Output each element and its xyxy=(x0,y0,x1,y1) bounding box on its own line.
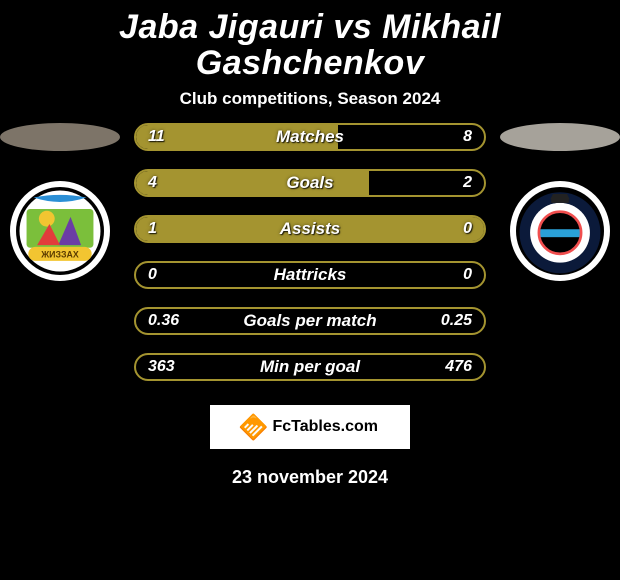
stat-label: Matches xyxy=(276,127,344,147)
stat-value-left: 1 xyxy=(148,220,157,238)
stat-bar: 0 Hattricks 0 xyxy=(134,261,486,289)
player-left-shadow xyxy=(0,123,120,151)
stat-value-right: 0 xyxy=(463,266,472,284)
player-right-column: CLUB BRUGGE · K.V. · xyxy=(500,123,620,281)
stat-value-right: 0 xyxy=(463,220,472,238)
stat-value-right: 8 xyxy=(463,128,472,146)
page-title: Jaba Jigauri vs Mikhail Gashchenkov xyxy=(0,10,620,81)
crest-left-svg: ЖИЗЗАХ xyxy=(16,187,104,275)
subtitle: Club competitions, Season 2024 xyxy=(180,89,441,109)
stat-value-left: 0.36 xyxy=(148,312,179,330)
stat-label: Hattricks xyxy=(274,265,347,285)
stat-bar: 1 Assists 0 xyxy=(134,215,486,243)
player-right-shadow xyxy=(500,123,620,151)
svg-text:ЖИЗЗАХ: ЖИЗЗАХ xyxy=(40,250,79,260)
watermark-text: FcTables.com xyxy=(272,418,378,436)
stat-value-right: 2 xyxy=(463,174,472,192)
stat-label: Assists xyxy=(280,219,340,239)
stat-bars: 11 Matches 8 4 Goals 2 1 Assists 0 0 Hattricks 0 0.3… xyxy=(134,123,486,381)
stat-bar: 11 Matches 8 xyxy=(134,123,486,151)
stat-label: Goals xyxy=(286,173,333,193)
stat-value-right: 476 xyxy=(445,358,472,376)
crest-right-svg: CLUB BRUGGE · K.V. · xyxy=(516,187,604,275)
club-crest-left: ЖИЗЗАХ xyxy=(10,181,110,281)
date-label: 23 november 2024 xyxy=(232,467,388,488)
stat-bar: 4 Goals 2 xyxy=(134,169,486,197)
stat-value-right: 0.25 xyxy=(441,312,472,330)
stat-label: Min per goal xyxy=(260,357,360,377)
stat-bar: 0.36 Goals per match 0.25 xyxy=(134,307,486,335)
stat-value-left: 11 xyxy=(148,128,165,146)
stat-bar: 363 Min per goal 476 xyxy=(134,353,486,381)
stat-value-left: 0 xyxy=(148,266,157,284)
comparison-card: Jaba Jigauri vs Mikhail Gashchenkov Club… xyxy=(0,0,620,580)
stat-bar-fill xyxy=(136,171,369,195)
stat-value-left: 4 xyxy=(148,174,157,192)
content-row: ЖИЗЗАХ CLUB BRUGGE · K.V. · xyxy=(0,123,620,381)
club-crest-right: CLUB BRUGGE · K.V. · xyxy=(510,181,610,281)
stat-value-left: 363 xyxy=(148,358,175,376)
watermark-icon: 📶 xyxy=(238,412,269,443)
watermark-badge: 📶 FcTables.com xyxy=(210,405,410,449)
player-left-column: ЖИЗЗАХ xyxy=(0,123,120,281)
stat-label: Goals per match xyxy=(243,311,376,331)
